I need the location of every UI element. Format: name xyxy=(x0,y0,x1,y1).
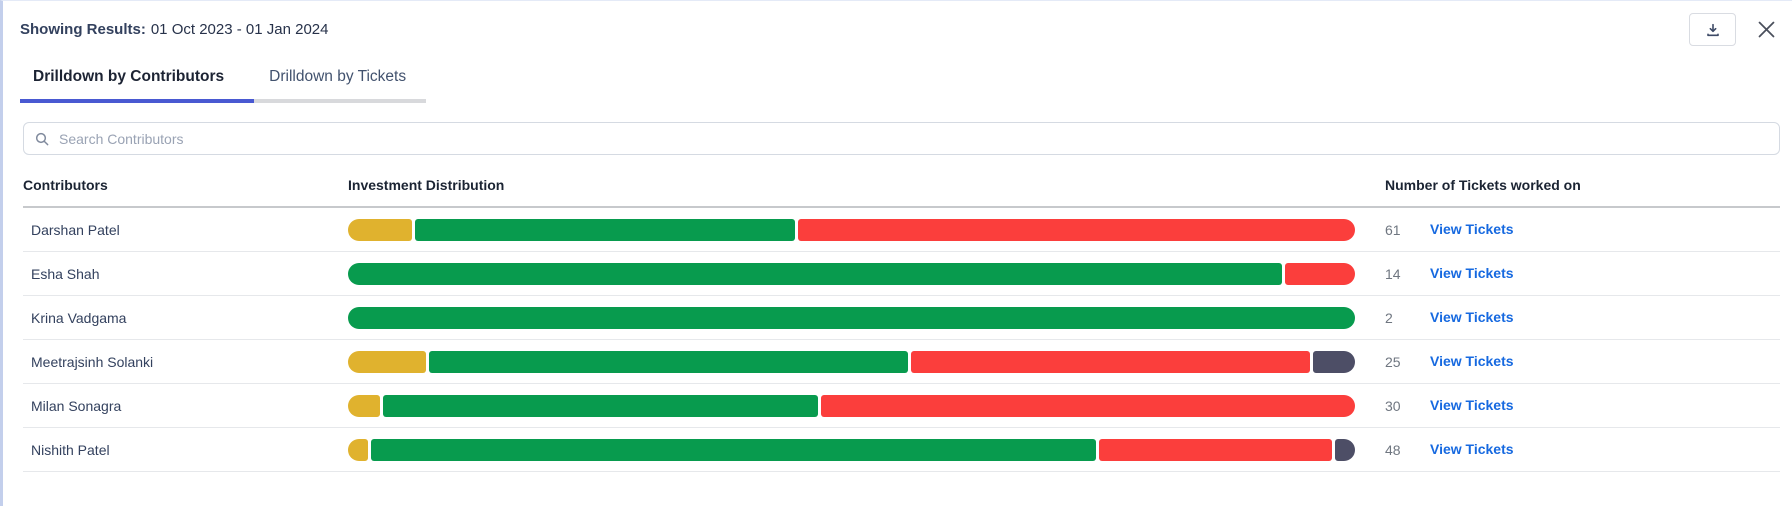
download-button[interactable] xyxy=(1689,13,1736,46)
bar-segment-green xyxy=(348,306,1355,329)
table-header-row: Contributors Investment Distribution Num… xyxy=(23,155,1780,208)
view-tickets-link[interactable]: View Tickets xyxy=(1430,264,1514,281)
investment-distribution-bar xyxy=(348,394,1355,417)
bar-segment-green xyxy=(428,350,908,373)
showing-results: Showing Results: 01 Oct 2023 - 01 Jan 202… xyxy=(20,21,328,38)
close-icon xyxy=(1756,19,1777,40)
bar-segment-red xyxy=(1098,438,1333,461)
contributor-name: Milan Sonagra xyxy=(31,397,122,414)
table-row: Meetrajsinh Solanki 25 View Tickets xyxy=(23,340,1780,384)
view-tickets-link[interactable]: View Tickets xyxy=(1430,220,1514,237)
header-contributors: Contributors xyxy=(23,177,108,193)
investment-distribution-bar xyxy=(348,218,1355,241)
investment-distribution-bar xyxy=(348,438,1355,461)
tickets-count: 2 xyxy=(1385,309,1393,326)
investment-distribution-bar xyxy=(348,262,1355,285)
contributor-name: Darshan Patel xyxy=(31,221,120,238)
investment-distribution-cell xyxy=(348,218,1385,241)
search-box xyxy=(23,122,1780,155)
contributor-name: Meetrajsinh Solanki xyxy=(31,353,154,370)
tickets-count: 30 xyxy=(1385,397,1401,414)
tab-bar: Drilldown by Contributors Drilldown by T… xyxy=(20,68,1780,103)
tickets-count: 14 xyxy=(1385,265,1401,282)
drilldown-panel: Showing Results: 01 Oct 2023 - 01 Jan 202… xyxy=(3,1,1792,472)
bar-segment-yellow xyxy=(348,350,426,373)
view-tickets-cell: View Tickets xyxy=(1430,265,1780,283)
bar-segment-green xyxy=(370,438,1096,461)
table-body: Darshan Patel 61 View Tickets Esha Shah … xyxy=(23,208,1780,472)
investment-distribution-cell xyxy=(348,438,1385,461)
bar-segment-green xyxy=(348,262,1282,285)
header-number-of-tickets: Number of Tickets worked on xyxy=(1385,177,1581,193)
view-tickets-link[interactable]: View Tickets xyxy=(1430,352,1514,369)
search-icon xyxy=(34,131,50,147)
download-icon xyxy=(1705,22,1721,38)
showing-results-label: Showing Results: xyxy=(20,21,146,38)
view-tickets-cell: View Tickets xyxy=(1430,441,1780,459)
bar-segment-yellow xyxy=(348,218,413,241)
bar-segment-red xyxy=(910,350,1311,373)
contributor-name: Nishith Patel xyxy=(31,441,110,458)
view-tickets-link[interactable]: View Tickets xyxy=(1430,396,1514,413)
header-actions xyxy=(1689,13,1780,46)
bar-segment-slate xyxy=(1313,350,1356,373)
tickets-count: 48 xyxy=(1385,441,1401,458)
contributor-name: Krina Vadgama xyxy=(31,309,127,326)
view-tickets-cell: View Tickets xyxy=(1430,309,1780,327)
bar-segment-red xyxy=(798,218,1355,241)
bar-segment-green xyxy=(415,218,796,241)
investment-distribution-bar xyxy=(348,306,1355,329)
view-tickets-link[interactable]: View Tickets xyxy=(1430,440,1514,457)
bar-segment-red xyxy=(1284,262,1355,285)
investment-distribution-cell xyxy=(348,306,1385,329)
table-row: Darshan Patel 61 View Tickets xyxy=(23,208,1780,252)
bar-segment-yellow xyxy=(348,394,381,417)
investment-distribution-cell xyxy=(348,262,1385,285)
contributor-name: Esha Shah xyxy=(31,265,100,282)
bar-segment-green xyxy=(383,394,819,417)
tab-drilldown-by-tickets[interactable]: Drilldown by Tickets xyxy=(254,68,427,103)
bar-segment-red xyxy=(821,394,1355,417)
investment-distribution-cell xyxy=(348,350,1385,373)
header-investment-distribution: Investment Distribution xyxy=(348,177,505,193)
panel-header: Showing Results: 01 Oct 2023 - 01 Jan 202… xyxy=(20,1,1780,46)
view-tickets-cell: View Tickets xyxy=(1430,397,1780,415)
search-input[interactable] xyxy=(59,130,1769,147)
table-row: Nishith Patel 48 View Tickets xyxy=(23,428,1780,472)
view-tickets-link[interactable]: View Tickets xyxy=(1430,308,1514,325)
bar-segment-yellow xyxy=(348,438,368,461)
contributors-table: Contributors Investment Distribution Num… xyxy=(23,155,1780,472)
close-button[interactable] xyxy=(1752,16,1780,44)
table-row: Milan Sonagra 30 View Tickets xyxy=(23,384,1780,428)
table-row: Esha Shah 14 View Tickets xyxy=(23,252,1780,296)
tickets-count: 61 xyxy=(1385,221,1401,238)
table-row: Krina Vadgama 2 View Tickets xyxy=(23,296,1780,340)
investment-distribution-bar xyxy=(348,350,1356,373)
tickets-count: 25 xyxy=(1385,353,1401,370)
investment-distribution-cell xyxy=(348,394,1385,417)
tab-drilldown-by-contributors[interactable]: Drilldown by Contributors xyxy=(20,68,255,103)
view-tickets-cell: View Tickets xyxy=(1430,353,1780,371)
date-range: 01 Oct 2023 - 01 Jan 2024 xyxy=(150,21,329,38)
view-tickets-cell: View Tickets xyxy=(1430,221,1780,239)
bar-segment-slate xyxy=(1335,438,1355,461)
